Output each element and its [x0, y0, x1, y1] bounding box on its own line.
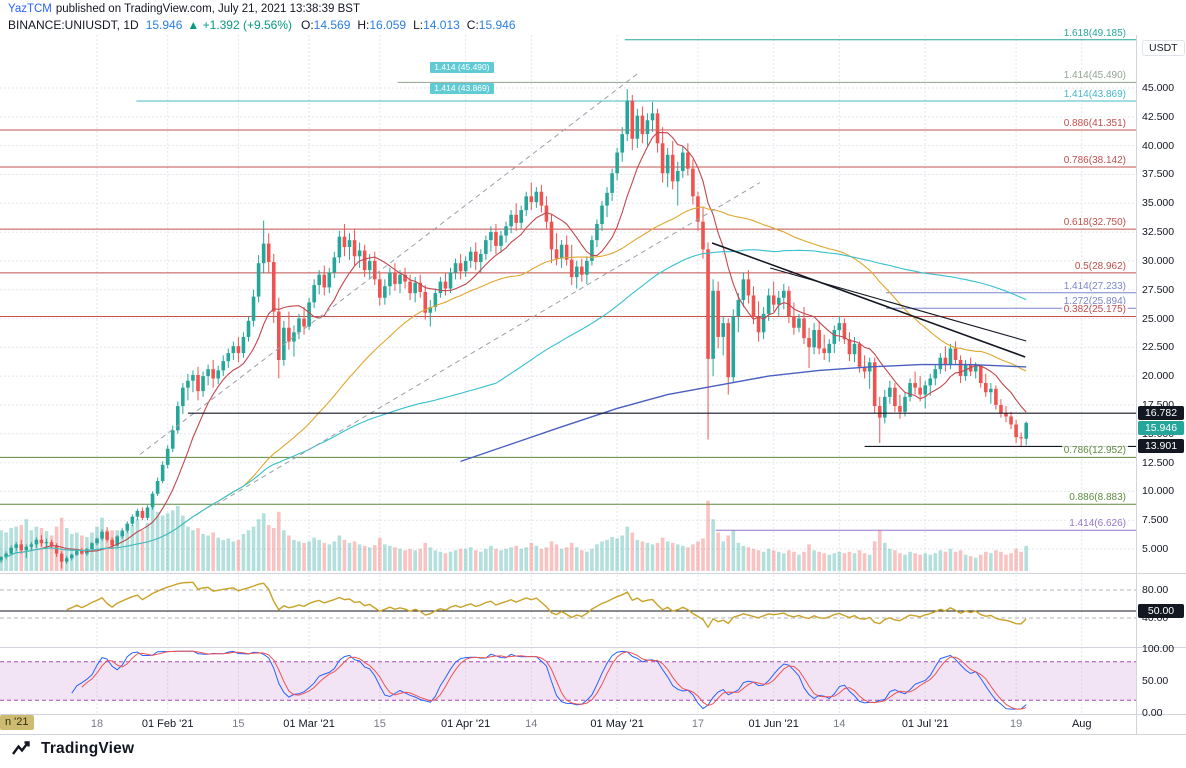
- low-label: L:: [413, 18, 424, 32]
- close-value: 15.946: [478, 18, 516, 32]
- volume-bars: [0, 500, 1028, 571]
- price-axis-unit[interactable]: USDT: [1142, 40, 1185, 56]
- high-label: H:: [357, 18, 370, 32]
- tradingview-brand[interactable]: TradingView: [41, 740, 135, 757]
- close-label: C:: [466, 18, 479, 32]
- symbol-title[interactable]: BINANCE:UNIUSDT, 1D: [8, 18, 139, 32]
- symbol-header: BINANCE:UNIUSDT, 1D 15.946 ▲ +1.392 (+9.56…: [8, 18, 523, 32]
- author-link[interactable]: YazTCM: [8, 3, 52, 15]
- published-text: published on TradingView.com, July 21, 2…: [55, 3, 360, 15]
- open-value: 14.569: [313, 18, 351, 32]
- last-price: 15.946: [145, 18, 183, 32]
- price-change: ▲ +1.392 (+9.56%): [187, 18, 292, 32]
- ma-lines: [5, 132, 1027, 558]
- pane-dividers: [0, 35, 1186, 735]
- indicator-rsi: [0, 581, 1136, 629]
- open-label: O:: [301, 18, 314, 32]
- fib-lines: [0, 39, 1136, 531]
- low-value: 14.013: [423, 18, 460, 32]
- footer: TradingView: [12, 740, 134, 758]
- tradingview-logo-icon[interactable]: [12, 740, 34, 758]
- cropped-date-tag: n '21: [0, 715, 34, 730]
- grid: [0, 35, 1136, 714]
- high-value: 16.059: [369, 18, 407, 32]
- candles: [0, 89, 1028, 569]
- published-header: YazTCM published on TradingView.com, July…: [8, 3, 360, 15]
- indicator-stoch: [0, 650, 1136, 710]
